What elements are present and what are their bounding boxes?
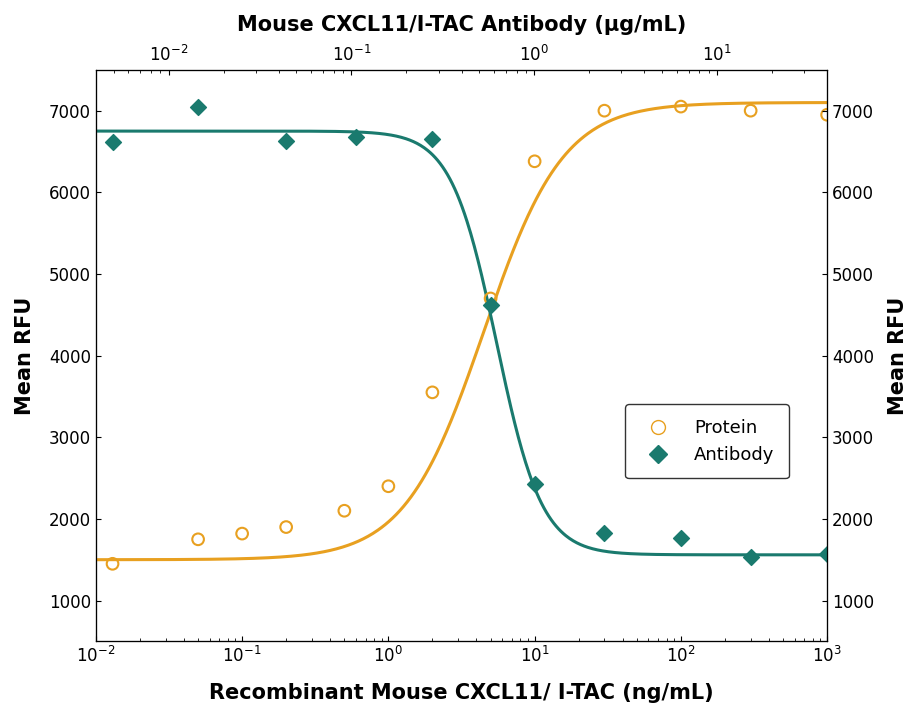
Point — [105, 136, 120, 147]
Point — [425, 386, 439, 398]
Y-axis label: Mean RFU: Mean RFU — [15, 297, 35, 415]
Point — [381, 480, 396, 492]
Point — [597, 105, 612, 116]
X-axis label: Mouse CXCL11/I-TAC Antibody (μg/mL): Mouse CXCL11/I-TAC Antibody (μg/mL) — [237, 15, 686, 35]
Point — [425, 134, 439, 145]
Point — [337, 505, 352, 516]
Point — [279, 521, 294, 533]
Point — [743, 105, 758, 116]
X-axis label: Recombinant Mouse CXCL11/ I-TAC (ng/mL): Recombinant Mouse CXCL11/ I-TAC (ng/mL) — [210, 683, 713, 703]
Point — [349, 131, 364, 143]
Point — [191, 101, 206, 112]
Point — [191, 533, 206, 545]
Point — [597, 527, 612, 538]
Point — [820, 109, 834, 121]
Legend: Protein, Antibody: Protein, Antibody — [626, 404, 789, 478]
Point — [527, 478, 542, 490]
Point — [279, 135, 294, 146]
Point — [820, 549, 834, 560]
Point — [484, 293, 498, 304]
Point — [674, 101, 689, 112]
Point — [674, 532, 689, 544]
Y-axis label: Mean RFU: Mean RFU — [888, 297, 908, 415]
Point — [484, 299, 498, 311]
Point — [234, 528, 249, 539]
Point — [743, 551, 758, 563]
Point — [105, 558, 120, 569]
Point — [527, 156, 542, 167]
